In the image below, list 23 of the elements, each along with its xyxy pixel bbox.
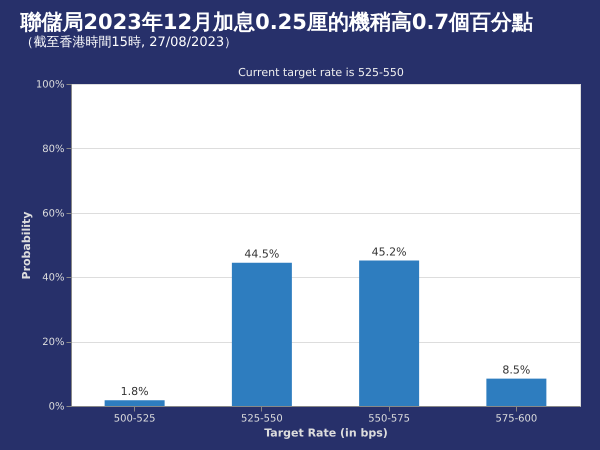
data-label: 44.5% — [244, 248, 280, 261]
bar — [359, 260, 420, 406]
y-tick-label: 60% — [42, 208, 64, 220]
chart-title: 聯儲局2023年12月加息0.25厘的機稍高0.7個百分點 — [19, 10, 534, 34]
y-tick-label: 40% — [42, 272, 64, 284]
y-tick-label: 20% — [42, 337, 64, 348]
y-axis-title: Probability — [20, 212, 33, 280]
y-tick-label: 100% — [36, 80, 64, 90]
x-tick-label: 500-525 — [114, 414, 156, 424]
text: Current target rate is 525-550 — [238, 66, 404, 79]
data-label: 8.5% — [502, 364, 530, 377]
x-tick-label: 575-600 — [495, 414, 538, 424]
x-tick-label: 550-575 — [368, 414, 410, 424]
data-label: 45.2% — [372, 245, 407, 258]
bar — [486, 378, 546, 406]
x-axis-title: Target Rate (in bps) — [264, 426, 388, 440]
y-tick-label: 0% — [48, 402, 64, 412]
bar — [232, 262, 292, 406]
x-tick-label: 525-550 — [240, 414, 283, 424]
y-tick-label: 80% — [42, 144, 64, 155]
data-label: 1.8% — [120, 385, 149, 398]
bar — [104, 400, 165, 406]
chart-subtitle: （截至香港時間15時, 27/08/2023） — [20, 35, 238, 50]
